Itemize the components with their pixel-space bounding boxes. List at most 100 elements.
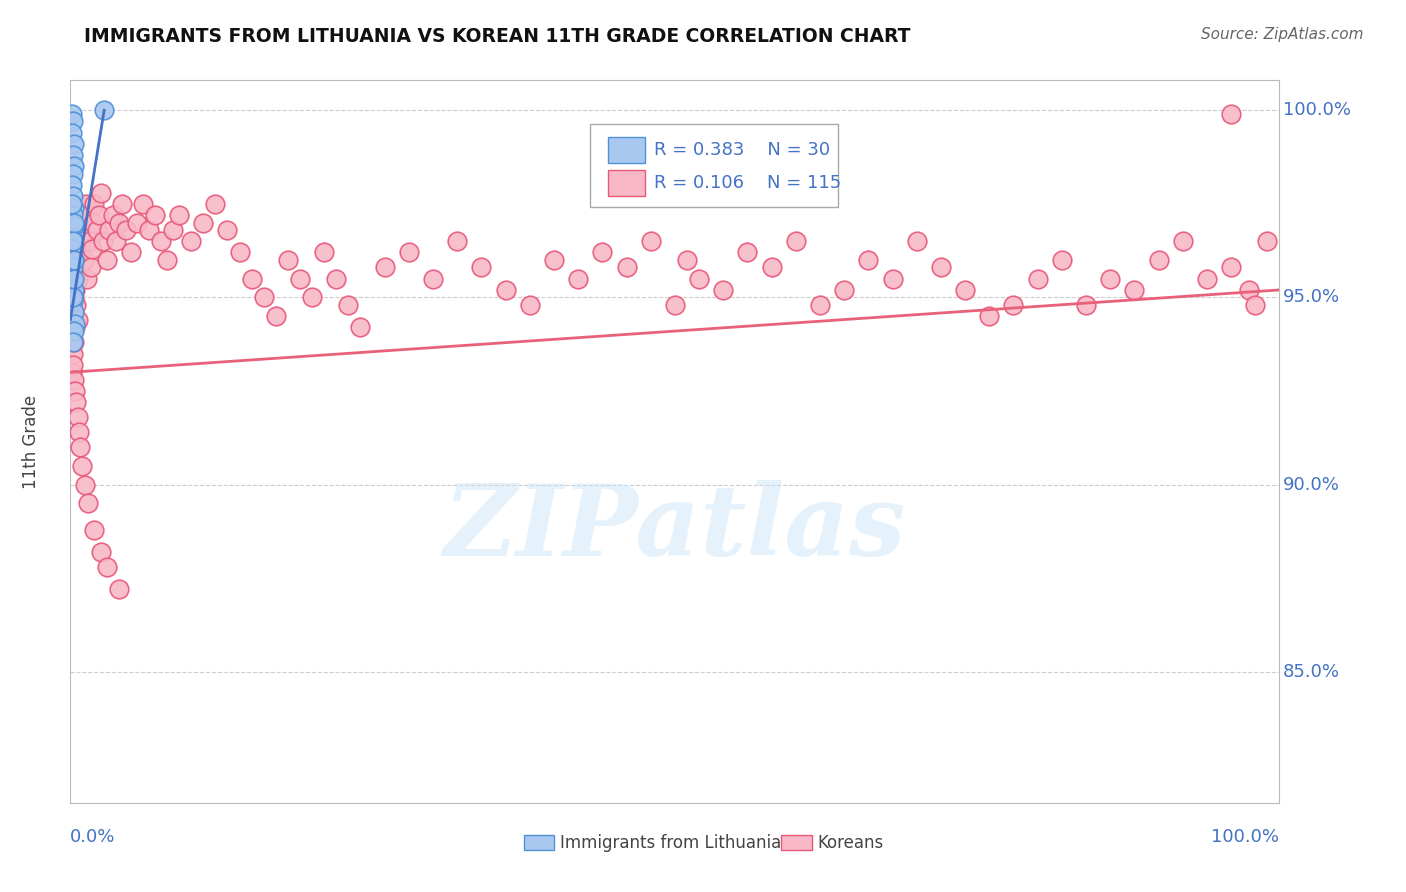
Point [1026, 271, 1049, 285]
Point [63, 271, 86, 285]
Point [1256, 234, 1278, 248]
Text: Source: ZipAtlas.com: Source: ZipAtlas.com [1201, 27, 1364, 42]
Point [62, 242, 84, 256]
Point [63, 201, 86, 215]
Point [63, 335, 86, 350]
Point [111, 196, 134, 211]
Point [72, 252, 94, 267]
Point [62, 290, 84, 304]
Point [83, 523, 105, 537]
Point [63, 324, 86, 338]
Point [1239, 283, 1261, 297]
Point [63, 252, 86, 267]
Point [301, 290, 323, 304]
Point [162, 223, 184, 237]
Point [314, 245, 336, 260]
Point [63, 317, 86, 331]
Point [107, 215, 129, 229]
Point [60, 365, 83, 379]
Point [63, 283, 86, 297]
Point [543, 252, 565, 267]
Point [80, 260, 103, 275]
FancyBboxPatch shape [591, 124, 838, 207]
Text: Immigrants from Lithuania: Immigrants from Lithuania [560, 833, 782, 852]
Point [519, 298, 541, 312]
Point [858, 252, 880, 267]
Point [66, 410, 89, 425]
Point [93, 103, 115, 118]
Point [1074, 298, 1097, 312]
Point [63, 384, 86, 398]
Point [398, 245, 420, 260]
Point [253, 290, 276, 304]
Point [80, 242, 103, 256]
Point [591, 245, 613, 260]
Point [1147, 252, 1170, 267]
Point [62, 346, 84, 360]
Point [125, 215, 148, 229]
Point [62, 167, 84, 181]
Point [63, 252, 86, 267]
Text: 100.0%: 100.0% [1212, 828, 1279, 847]
Point [832, 283, 855, 297]
Point [67, 245, 90, 260]
Point [75, 196, 97, 211]
Point [63, 373, 86, 387]
Point [72, 458, 94, 473]
Point [60, 126, 83, 140]
Point [62, 260, 84, 275]
Point [132, 196, 155, 211]
Point [1220, 107, 1243, 121]
Point [65, 298, 87, 312]
Point [640, 234, 662, 248]
Point [62, 208, 84, 222]
Point [70, 234, 93, 248]
Point [82, 215, 104, 229]
Point [240, 271, 263, 285]
Point [150, 234, 172, 248]
Point [422, 271, 444, 285]
Point [77, 496, 100, 510]
Point [664, 298, 686, 312]
Point [138, 223, 160, 237]
Point [62, 234, 84, 248]
FancyBboxPatch shape [609, 169, 644, 196]
Point [953, 283, 976, 297]
Point [785, 234, 807, 248]
Point [66, 313, 89, 327]
Point [120, 245, 142, 260]
Point [905, 234, 928, 248]
Text: 0.0%: 0.0% [70, 828, 115, 847]
Point [73, 223, 96, 237]
Point [62, 114, 84, 128]
Point [60, 196, 83, 211]
Point [228, 245, 250, 260]
Point [69, 260, 91, 275]
Point [1220, 260, 1243, 275]
Point [89, 208, 111, 222]
Point [60, 230, 83, 244]
Text: R = 0.106    N = 115: R = 0.106 N = 115 [654, 174, 842, 192]
Point [60, 107, 83, 121]
Point [882, 271, 904, 285]
Point [1171, 234, 1194, 248]
Point [96, 252, 118, 267]
Text: 85.0%: 85.0% [1284, 663, 1340, 681]
Point [96, 560, 118, 574]
Point [688, 271, 710, 285]
Point [167, 208, 190, 222]
Point [77, 208, 100, 222]
Point [62, 294, 84, 309]
Text: 95.0%: 95.0% [1284, 288, 1340, 307]
FancyBboxPatch shape [524, 835, 554, 850]
Point [60, 271, 83, 285]
Point [193, 215, 215, 229]
Point [60, 327, 83, 342]
Point [929, 260, 952, 275]
Point [90, 186, 111, 200]
Point [63, 283, 86, 297]
Point [180, 234, 202, 248]
Point [72, 215, 94, 229]
Point [1123, 283, 1146, 297]
Point [67, 425, 90, 440]
